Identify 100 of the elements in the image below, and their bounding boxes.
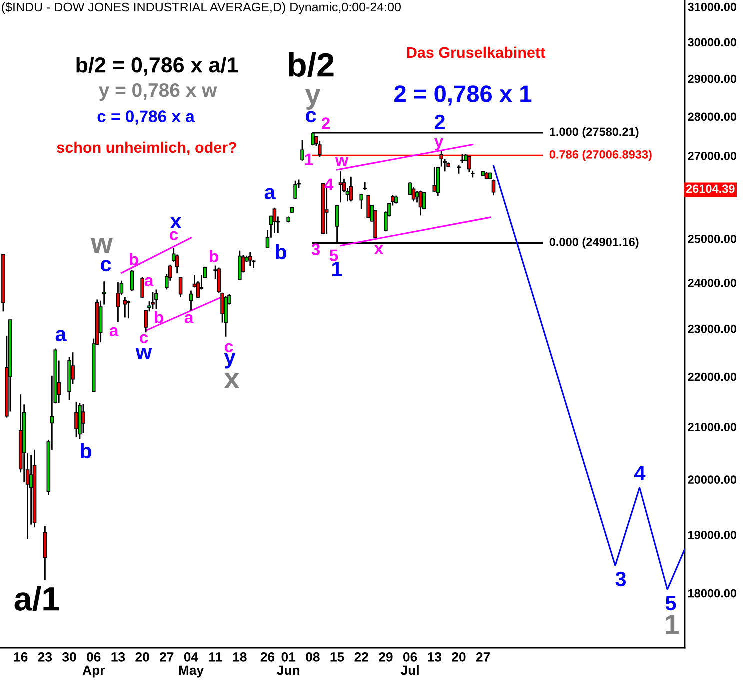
y-tick-label: 19000.00 [688, 531, 737, 540]
candlestick [126, 300, 131, 320]
y-tick-label: 25000.00 [688, 234, 737, 244]
annotation: 3 [312, 244, 320, 256]
annotation: c [140, 334, 148, 344]
series-label: 0.786 (27006.8933) [550, 150, 652, 162]
annotation: a [264, 188, 276, 200]
y-tick-label: 21000.00 [688, 423, 737, 432]
chart-title: ($INDU - DOW JONES INDUSTRIAL AVERAGE,D) Dynamic,0:00-24:00 [2, 2, 401, 14]
annotation: 2 [434, 114, 445, 130]
annotation: 1 [666, 615, 679, 634]
candlestick [460, 153, 464, 164]
annotation: b [130, 253, 138, 266]
x-tick-label: 01 Jun [277, 652, 300, 676]
x-tick-label: 20 [452, 652, 466, 662]
annotation: 1 [305, 154, 314, 166]
candlestick [492, 179, 496, 196]
candlestick [272, 207, 277, 234]
x-tick-label: 06 Jul [400, 652, 419, 676]
candlestick [82, 403, 86, 434]
annotation: schon unheimlich, oder? [57, 142, 237, 156]
x-tick-label: 30 [62, 652, 76, 662]
x-tick-label: 26 [260, 652, 275, 662]
y-tick-label: 29000.00 [688, 74, 737, 84]
annotation: c = 0,786 x a [98, 110, 195, 125]
candlestick [360, 193, 364, 210]
annotation: b [210, 250, 218, 262]
annotation: y = 0,786 x w [98, 83, 218, 102]
candlestick [418, 190, 423, 216]
y-tick-label: 27000.00 [688, 152, 737, 160]
annotation: b/2 [289, 52, 334, 78]
y-tick-label: 24000.00 [688, 279, 737, 288]
x-tick-label: 04 May [179, 652, 204, 678]
x-tick-label: 16 [14, 652, 28, 662]
annotation: 2 = 0,786 x 1 [394, 86, 532, 106]
series-label: 0.000 (24901.16) [550, 238, 639, 249]
candlestick [140, 276, 144, 300]
x-tick-label: 22 [354, 652, 368, 662]
annotation: b/2 = 0,786 x a/1 [76, 56, 238, 76]
y-tick-label: 28000.00 [688, 112, 737, 122]
text: 26104.39 [686, 184, 735, 194]
annotation: b [81, 443, 92, 459]
annotation: a/1 [14, 586, 60, 612]
line-series [492, 165, 685, 590]
candlestick [366, 194, 370, 220]
candlestick [178, 276, 183, 298]
annotation: w [91, 238, 113, 254]
y-tick-label: 20000.00 [688, 476, 737, 484]
candlestick [415, 190, 420, 204]
candlestick [154, 289, 158, 310]
annotation: b [155, 311, 164, 324]
annotation: 1 [332, 262, 342, 276]
x-tick-label: 18 [233, 652, 247, 662]
annotation: w [136, 348, 152, 360]
annotation: a [56, 330, 67, 342]
annotation: a [110, 327, 119, 336]
candlestick [349, 176, 354, 202]
annotation: 5 [666, 596, 676, 611]
candlestick [294, 180, 298, 200]
annotation: 2 [322, 118, 330, 130]
x-tick-label: 13 [428, 652, 442, 662]
annotation: 4 [634, 466, 646, 480]
candlestick [130, 270, 134, 292]
x-tick-label: 08 [306, 652, 320, 662]
x-tick-label: 29 [379, 652, 393, 662]
x-tick-label: 23 [38, 652, 52, 662]
annotation: Das Gruselkabinett [407, 46, 546, 58]
annotation: x [224, 374, 240, 388]
x-tick-label: 15 [330, 652, 344, 662]
annotation: c [170, 231, 178, 240]
annotation: x [374, 246, 384, 254]
x-tick-label: 27 [160, 652, 174, 662]
annotation: b [276, 244, 287, 260]
annotation: 5 [330, 250, 338, 262]
candlestick [238, 250, 242, 281]
candlestick [300, 140, 304, 162]
candlestick [116, 282, 120, 324]
candlestick [363, 182, 367, 191]
candlestick [151, 292, 155, 310]
y-tick-label: 22000.00 [688, 372, 737, 382]
candlestick [468, 155, 472, 174]
x-tick-label: 27 [476, 652, 490, 662]
y-tick-label: 18000.00 [688, 589, 737, 598]
annotation: y [224, 353, 236, 369]
y-tick-label: 31000.00 [688, 2, 737, 12]
y-tick-label: 23000.00 [688, 324, 737, 334]
candlestick [338, 170, 343, 204]
candlestick [189, 290, 194, 312]
candlestick [102, 280, 106, 306]
series-label: 1.000 (27580.21) [550, 127, 639, 138]
x-tick-label: 13 [112, 652, 126, 662]
annotation: c [101, 260, 112, 272]
annotation: 3 [616, 572, 626, 587]
candlestick [318, 140, 322, 158]
annotation: 4 [324, 178, 334, 190]
candlestick [440, 150, 444, 168]
annotation: x [170, 217, 182, 228]
annotation: a [184, 314, 194, 324]
y-tick-label: 30000.00 [688, 38, 737, 47]
annotation: c [225, 343, 234, 352]
